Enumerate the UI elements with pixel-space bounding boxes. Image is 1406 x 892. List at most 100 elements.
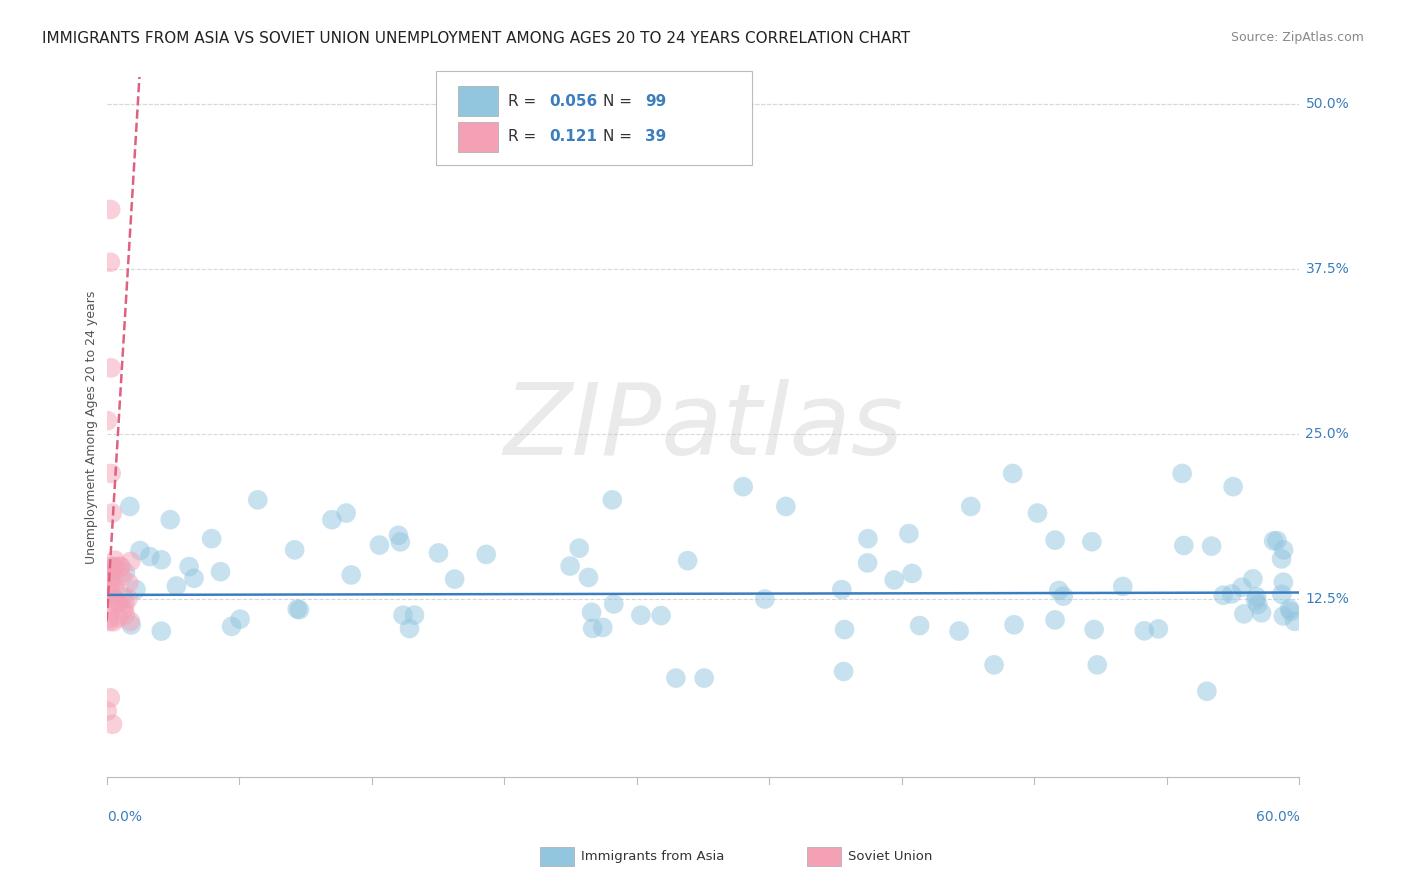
Point — [392, 608, 415, 623]
Point — [883, 573, 905, 587]
Point — [568, 541, 591, 556]
Point — [834, 623, 856, 637]
Point — [120, 615, 142, 629]
Point — [1284, 615, 1306, 629]
Point — [1278, 602, 1301, 616]
Point — [427, 546, 450, 560]
Point — [983, 657, 1005, 672]
Point — [117, 591, 139, 606]
Text: N =: N = — [603, 129, 637, 145]
Text: 25.0%: 25.0% — [1305, 427, 1350, 441]
Text: R =: R = — [508, 94, 541, 109]
Point — [897, 526, 920, 541]
Point — [112, 590, 135, 604]
Point — [1230, 580, 1253, 594]
Point — [100, 598, 122, 612]
Text: 99: 99 — [645, 94, 666, 109]
Point — [100, 575, 122, 590]
Point — [98, 255, 121, 269]
Point — [1081, 534, 1104, 549]
Point — [1250, 606, 1272, 620]
Point — [179, 559, 201, 574]
Point — [118, 500, 141, 514]
Point — [832, 665, 855, 679]
Point — [475, 548, 498, 562]
Point — [1233, 607, 1256, 621]
Point — [100, 568, 122, 582]
Point — [100, 563, 122, 577]
Text: Source: ZipAtlas.com: Source: ZipAtlas.com — [1230, 31, 1364, 45]
Point — [387, 528, 409, 542]
Point — [733, 480, 755, 494]
Point — [754, 592, 776, 607]
Point — [107, 610, 129, 624]
Point — [1047, 583, 1070, 598]
Point — [100, 360, 122, 375]
Point — [96, 414, 118, 428]
Point — [901, 566, 924, 581]
Point — [105, 594, 128, 608]
Text: 0.056: 0.056 — [550, 94, 598, 109]
Point — [104, 553, 127, 567]
Point — [98, 615, 121, 629]
Point — [114, 607, 136, 622]
Y-axis label: Unemployment Among Ages 20 to 24 years: Unemployment Among Ages 20 to 24 years — [86, 291, 98, 564]
Point — [1043, 613, 1066, 627]
Point — [201, 532, 224, 546]
Point — [676, 554, 699, 568]
Point — [1222, 480, 1244, 494]
Point — [125, 582, 148, 597]
Point — [665, 671, 688, 685]
Point — [340, 568, 363, 582]
Point — [120, 618, 142, 632]
Point — [1026, 506, 1049, 520]
Point — [159, 513, 181, 527]
Point — [558, 559, 581, 574]
Point — [118, 575, 141, 590]
Point — [443, 572, 465, 586]
Text: 0.121: 0.121 — [550, 129, 598, 145]
Point — [1171, 467, 1194, 481]
Point — [1246, 590, 1268, 604]
Point — [103, 579, 125, 593]
Point — [98, 690, 121, 705]
Point — [578, 570, 600, 584]
Text: ZIPatlas: ZIPatlas — [503, 379, 903, 475]
Point — [389, 534, 412, 549]
Point — [101, 506, 124, 520]
Point — [1279, 604, 1302, 618]
Point — [183, 571, 205, 585]
Point — [97, 582, 120, 597]
Point — [284, 542, 307, 557]
Point — [246, 492, 269, 507]
Point — [1001, 467, 1024, 481]
Text: R =: R = — [508, 129, 546, 145]
Point — [1272, 575, 1295, 590]
Point — [101, 559, 124, 574]
Point — [150, 553, 173, 567]
Point — [603, 597, 626, 611]
Point — [1112, 579, 1135, 593]
Point — [1147, 622, 1170, 636]
Point — [103, 560, 125, 574]
Text: Soviet Union: Soviet Union — [848, 850, 932, 863]
Text: 37.5%: 37.5% — [1305, 262, 1350, 276]
Point — [856, 556, 879, 570]
Point — [1133, 624, 1156, 638]
Point — [1271, 552, 1294, 566]
Point — [129, 543, 152, 558]
Point — [103, 615, 125, 629]
Point — [1220, 587, 1243, 601]
Point — [114, 566, 136, 580]
Point — [110, 559, 132, 574]
Point — [1265, 533, 1288, 548]
Point — [1002, 617, 1025, 632]
Point — [100, 581, 122, 595]
Point — [404, 608, 426, 623]
Point — [650, 608, 672, 623]
Point — [1241, 572, 1264, 586]
Point — [1247, 598, 1270, 612]
Point — [108, 559, 131, 574]
Point — [398, 622, 420, 636]
Point — [1085, 657, 1108, 672]
